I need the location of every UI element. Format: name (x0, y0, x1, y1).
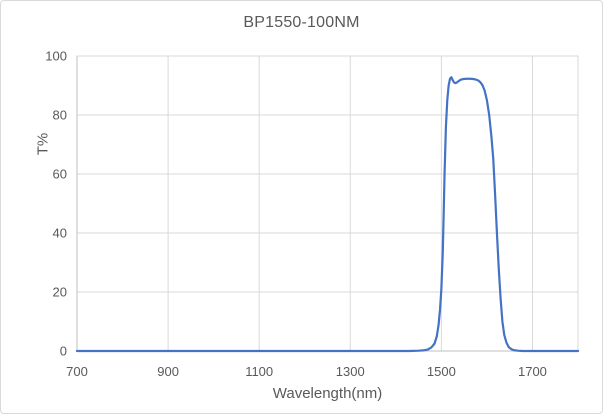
x-tick-label: 700 (66, 364, 88, 379)
x-tick-label: 1100 (245, 364, 273, 379)
x-tick-label: 1700 (518, 364, 547, 379)
x-tick-label: 900 (157, 364, 179, 379)
series-line-transmission (75, 76, 580, 353)
x-tick-label: 1300 (336, 364, 365, 379)
y-tick-label: 80 (53, 108, 67, 123)
y-tick-label: 0 (60, 344, 67, 359)
x-tick-label: 1500 (427, 364, 456, 379)
axis-lines (76, 56, 578, 352)
x-axis-title: Wavelength(nm) (272, 385, 383, 402)
chart-title: BP1550-100NM (243, 14, 360, 31)
y-tick-labels: 0 20 40 60 80 100 (45, 49, 67, 359)
y-tick-label: 60 (53, 167, 67, 182)
y-tick-label: 40 (53, 226, 67, 241)
gridlines (76, 55, 578, 352)
y-tick-label: 100 (45, 49, 67, 64)
y-tick-label: 20 (53, 285, 67, 300)
x-tick-labels: 700 900 1100 1300 1500 1700 (66, 364, 547, 379)
plot-border (76, 55, 579, 352)
